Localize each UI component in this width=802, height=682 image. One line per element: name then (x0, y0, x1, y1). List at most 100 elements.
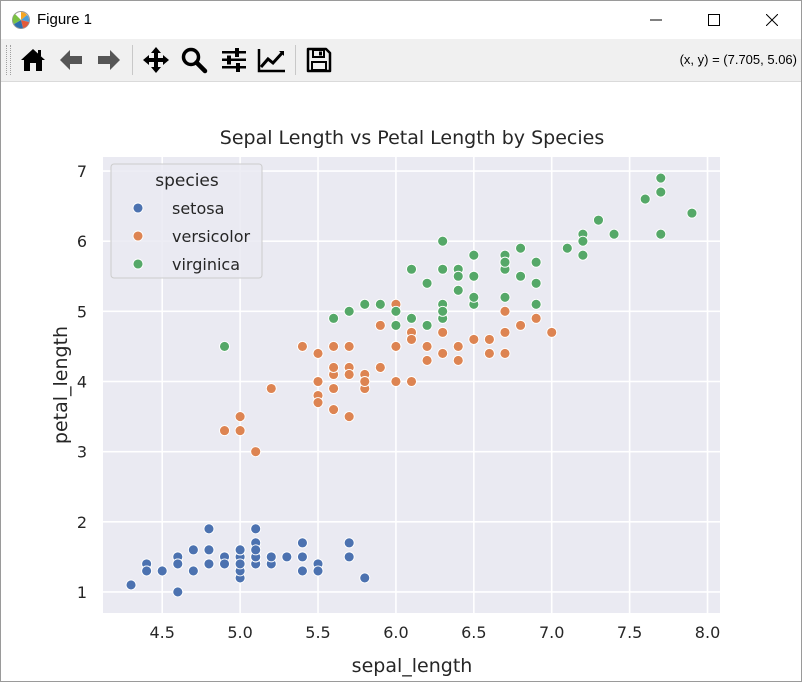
point-setosa (281, 551, 293, 563)
point-versicolor (437, 347, 449, 359)
x-axis-label: sepal_length (352, 655, 473, 677)
chart-title: Sepal Length vs Petal Length by Species (220, 127, 604, 149)
toolbar-separator (132, 45, 133, 75)
point-versicolor (421, 354, 433, 366)
point-virginica (359, 298, 371, 310)
navigation-toolbar: (x, y) = (7.705, 5.06) (1, 39, 801, 82)
point-virginica (468, 270, 480, 282)
close-button[interactable] (743, 1, 801, 39)
edit-axis-button[interactable] (256, 44, 288, 76)
point-virginica (655, 172, 667, 184)
point-versicolor (234, 425, 246, 437)
point-virginica (452, 284, 464, 296)
point-versicolor (312, 376, 324, 387)
point-virginica (499, 291, 511, 303)
point-virginica (515, 242, 527, 254)
y-tick-label: 4 (77, 372, 87, 391)
point-versicolor (250, 446, 262, 458)
point-virginica (468, 249, 480, 261)
point-setosa (234, 558, 246, 570)
point-virginica (328, 312, 340, 324)
point-versicolor (406, 376, 417, 387)
point-virginica (219, 340, 230, 352)
forward-button[interactable] (93, 44, 125, 76)
x-tick-label: 5.5 (305, 623, 330, 642)
point-virginica (452, 270, 464, 282)
line-chart-icon (257, 49, 285, 73)
zoom-button[interactable] (178, 44, 210, 76)
point-setosa (296, 565, 308, 577)
move-icon (143, 47, 169, 73)
point-virginica (686, 207, 698, 219)
legend: species setosa versicolor virginica (110, 163, 263, 279)
point-setosa (265, 551, 277, 563)
point-versicolor (421, 340, 433, 352)
point-virginica (530, 298, 542, 310)
point-versicolor (437, 326, 449, 338)
sliders-icon (222, 48, 246, 72)
back-button[interactable] (55, 44, 87, 76)
point-versicolor (390, 376, 402, 387)
y-tick-label: 7 (77, 162, 87, 181)
home-button[interactable] (17, 44, 49, 76)
point-setosa (250, 544, 262, 556)
point-versicolor (499, 347, 511, 359)
point-versicolor (515, 319, 527, 331)
point-versicolor (234, 411, 246, 423)
home-icon (21, 49, 45, 71)
point-virginica (530, 256, 542, 268)
y-tick-label: 2 (77, 513, 87, 532)
point-versicolor (452, 340, 464, 352)
x-tick-label: 8.0 (695, 623, 720, 642)
maximize-button[interactable] (685, 1, 743, 39)
point-virginica (499, 256, 511, 268)
configure-subplots-button[interactable] (218, 44, 250, 76)
magnifier-icon (181, 47, 208, 74)
pan-button[interactable] (140, 44, 172, 76)
minimize-button[interactable] (627, 1, 685, 39)
point-setosa (156, 565, 168, 577)
point-versicolor (343, 369, 355, 380)
legend-entries: setosa versicolor virginica (132, 199, 250, 274)
point-virginica (390, 319, 402, 331)
point-versicolor (328, 383, 340, 394)
point-virginica (390, 305, 402, 317)
point-setosa (141, 565, 153, 577)
y-tick-label: 5 (77, 302, 87, 321)
point-versicolor (296, 340, 308, 352)
scatter-plot[interactable]: Sepal Length vs Petal Length by Species … (1, 82, 801, 681)
title-bar: Figure 1 (1, 1, 801, 39)
point-virginica (406, 312, 417, 324)
point-virginica (593, 214, 604, 226)
save-button[interactable] (303, 44, 335, 76)
point-setosa (219, 558, 230, 570)
legend-label-setosa: setosa (172, 199, 224, 218)
legend-frame (110, 163, 263, 279)
point-versicolor (374, 319, 386, 331)
figure-canvas[interactable]: Sepal Length vs Petal Length by Species … (1, 82, 801, 681)
point-versicolor (328, 362, 340, 373)
point-setosa (359, 572, 371, 584)
point-virginica (577, 235, 589, 247)
legend-marker-virginica (132, 258, 144, 270)
point-versicolor (265, 383, 277, 394)
point-setosa (312, 565, 324, 577)
x-tick-label: 4.5 (149, 623, 174, 642)
y-tick-label: 3 (77, 443, 87, 462)
point-virginica (515, 270, 527, 282)
point-versicolor (499, 326, 511, 338)
point-versicolor (312, 347, 324, 359)
legend-title: species (155, 171, 219, 191)
x-tick-label: 6.5 (461, 623, 486, 642)
point-virginica (608, 228, 620, 240)
x-tick-label: 7.0 (539, 623, 564, 642)
maximize-icon (708, 14, 720, 26)
point-virginica (374, 298, 386, 310)
legend-marker-setosa (132, 202, 144, 214)
matplotlib-logo-icon (12, 11, 30, 29)
point-setosa (203, 523, 215, 535)
point-versicolor (406, 333, 417, 345)
point-virginica (639, 193, 651, 205)
legend-marker-versicolor (132, 230, 144, 242)
point-virginica (437, 305, 449, 317)
